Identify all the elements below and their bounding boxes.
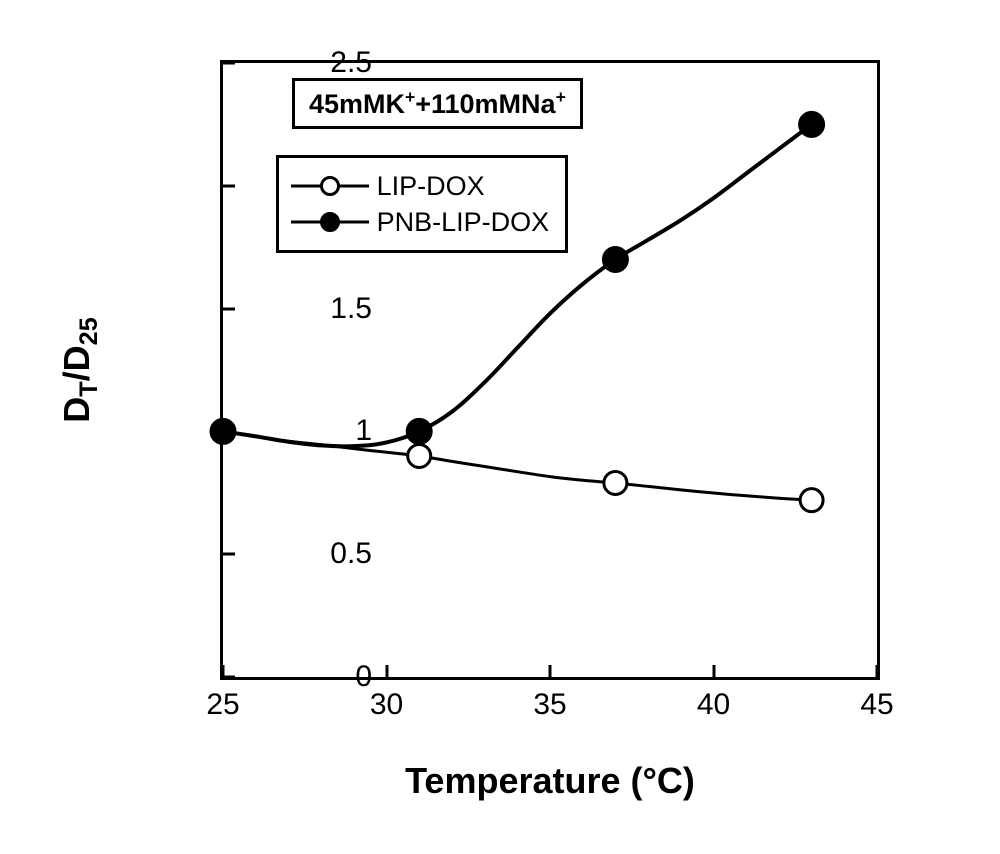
condition-box: 45mMK++110mMNa+ (292, 78, 583, 129)
y-tick-mark (220, 307, 235, 310)
x-tick-label: 30 (357, 688, 417, 722)
y-tick-label: 2.5 (272, 46, 372, 80)
data-point (604, 471, 627, 494)
x-tick-mark (222, 665, 225, 680)
y-tick-mark (220, 553, 235, 556)
data-point (799, 111, 825, 137)
x-tick-label: 35 (520, 688, 580, 722)
y-tick-label: 0.5 (272, 537, 372, 571)
data-point (406, 418, 432, 444)
x-tick-mark (712, 665, 715, 680)
x-axis-title: Temperature (°C) (405, 760, 695, 802)
legend-marker-line (291, 174, 369, 198)
x-tick-mark (876, 665, 879, 680)
data-point (408, 444, 431, 467)
legend-label: PNB-LIP-DOX (377, 207, 550, 238)
x-tick-label: 40 (684, 688, 744, 722)
data-point (602, 246, 628, 272)
y-tick-label: 1.5 (272, 292, 372, 326)
legend: LIP-DOX PNB-LIP-DOX (276, 155, 569, 253)
data-point (800, 489, 823, 512)
x-tick-label: 45 (847, 688, 907, 722)
y-tick-mark (220, 184, 235, 187)
y-tick-label: 1 (272, 414, 372, 448)
y-tick-mark (220, 430, 235, 433)
legend-item: PNB-LIP-DOX (291, 204, 550, 240)
plot-area (220, 60, 880, 680)
legend-label: LIP-DOX (377, 171, 485, 202)
y-tick-mark (220, 62, 235, 65)
legend-item: LIP-DOX (291, 168, 550, 204)
x-tick-mark (385, 665, 388, 680)
chart-container: DT/D25 Temperature (°C) 00.511.522.52530… (100, 40, 920, 820)
x-tick-label: 25 (193, 688, 253, 722)
x-tick-mark (549, 665, 552, 680)
y-axis-title: DT/D25 (56, 317, 104, 422)
legend-marker-line (291, 210, 369, 234)
